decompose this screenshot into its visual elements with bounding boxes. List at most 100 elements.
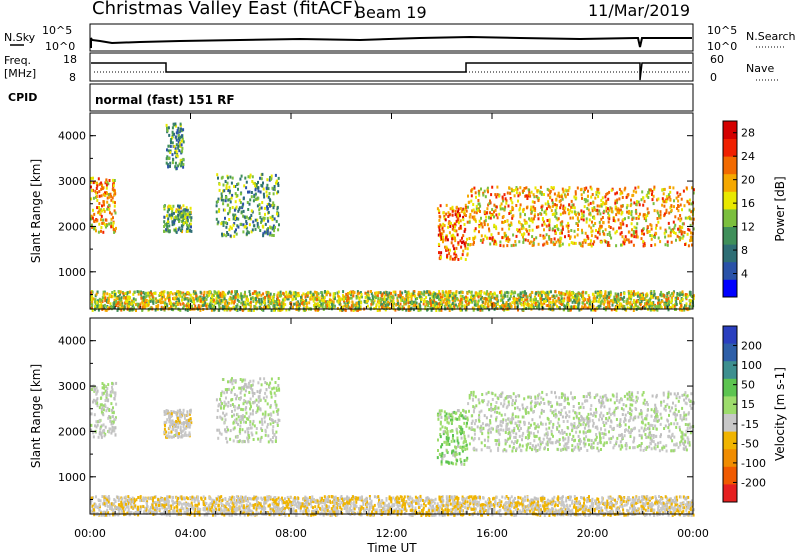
velocity-echo-cell [95,391,98,395]
power-echo-cell [440,305,443,309]
power-echo-cell [288,308,291,312]
power-echo-cell [586,199,589,203]
power-echo-cell [520,298,523,302]
power-echo-cell [461,253,464,257]
power-echo-cell [623,292,626,296]
power-echo-cell [436,294,439,298]
power-echo-cell [523,187,526,190]
power-echo-cell [559,212,562,216]
power-echo-cell [155,299,158,303]
power-echo-cell [163,301,166,305]
power-echo-cell [669,190,672,194]
power-echo-cell [547,204,550,208]
power-echo-cell [553,225,556,229]
power-echo-cell [273,229,276,233]
power-echo-cell [505,237,508,241]
power-echo-cell [574,241,577,245]
power-echo-cell [170,212,173,216]
power-echo-cell [344,297,346,301]
power-echo-cell [681,290,684,294]
power-echo-cell [380,303,383,307]
power-echo-cell [169,204,172,208]
power-echo-cell [690,231,692,235]
power-echo-cell [605,209,608,213]
power-echo-cell [546,187,549,191]
power-echo-cell [475,195,477,199]
power-echo-cell [500,291,503,295]
velocity-echo-cell [179,411,182,414]
power-echo-cell [178,220,180,223]
cpid-value: normal (fast) 151 RF [95,93,235,107]
power-echo-cell [264,212,266,216]
power-echo-cell [252,300,255,303]
velocity-echo-cell [163,427,166,431]
power-echo-cell [453,247,456,251]
power-echo-cell [648,188,651,192]
power-echo-cell [200,304,203,308]
power-echo-cell [634,292,637,296]
power-echo-cell [667,300,669,304]
power-echo-cell [566,298,569,302]
power-echo-cell [466,247,469,251]
power-echo-cell [250,209,253,213]
power-echo-cell [683,308,686,312]
power-echo-cell [336,291,339,295]
power-echo-cell [529,194,532,198]
power-echo-cell [133,290,136,294]
power-echo-cell [169,144,172,148]
power-echo-cell [316,297,318,301]
power-echo-cell [90,223,93,227]
power-echo-cell [691,243,693,247]
power-echo-cell [639,295,642,299]
velocity-echo-cell [109,390,112,394]
power-echo-cell [469,300,472,304]
power-echo-cell [221,292,223,296]
power-echo-cell [558,290,560,294]
velocity-echo-cell [103,434,106,438]
power-echo-cell [94,294,97,298]
power-echo-cell [582,210,585,214]
power-echo-cell [352,303,355,307]
power-echo-cell [224,199,227,203]
power-echo-cell [501,195,504,199]
power-echo-cell [454,225,456,229]
power-echo-cell [282,300,285,304]
power-echo-cell [94,226,97,230]
power-echo-cell [478,219,481,223]
power-echo-cell [522,301,525,304]
power-echo-cell [174,135,177,139]
power-echo-cell [248,175,251,179]
power-echo-cell [523,189,525,192]
power-echo-cell [687,244,690,248]
power-echo-cell [145,299,148,302]
power-echo-cell [90,291,93,295]
power-echo-cell [555,240,558,244]
power-echo-cell [453,229,456,233]
power-echo-cell [593,294,596,298]
power-echo-cell [437,306,439,310]
power-echo-cell [647,196,650,199]
power-echo-cell [586,207,589,210]
power-echo-cell [91,216,94,220]
power-echo-cell [383,300,385,304]
power-echo-cell [550,186,553,189]
power-echo-cell [171,161,174,165]
power-echo-cell [95,187,98,190]
power-colorbar-segment [723,279,737,298]
power-echo-cell [652,294,655,298]
power-echo-cell [636,300,639,304]
power-echo-cell [90,297,93,301]
velocity-echo-cell [102,423,105,427]
power-echo-cell [454,237,456,240]
power-echo-cell [448,252,451,256]
power-echo-cell [209,305,212,309]
power-echo-cell [505,199,508,203]
power-echo-cell [604,308,607,312]
power-echo-cell [94,303,97,307]
power-echo-cell [502,244,505,248]
power-echo-cell [562,204,565,208]
power-echo-cell [161,293,164,297]
power-echo-cell [399,290,402,294]
power-echo-cell [249,300,252,304]
power-echo-cell [375,296,377,300]
